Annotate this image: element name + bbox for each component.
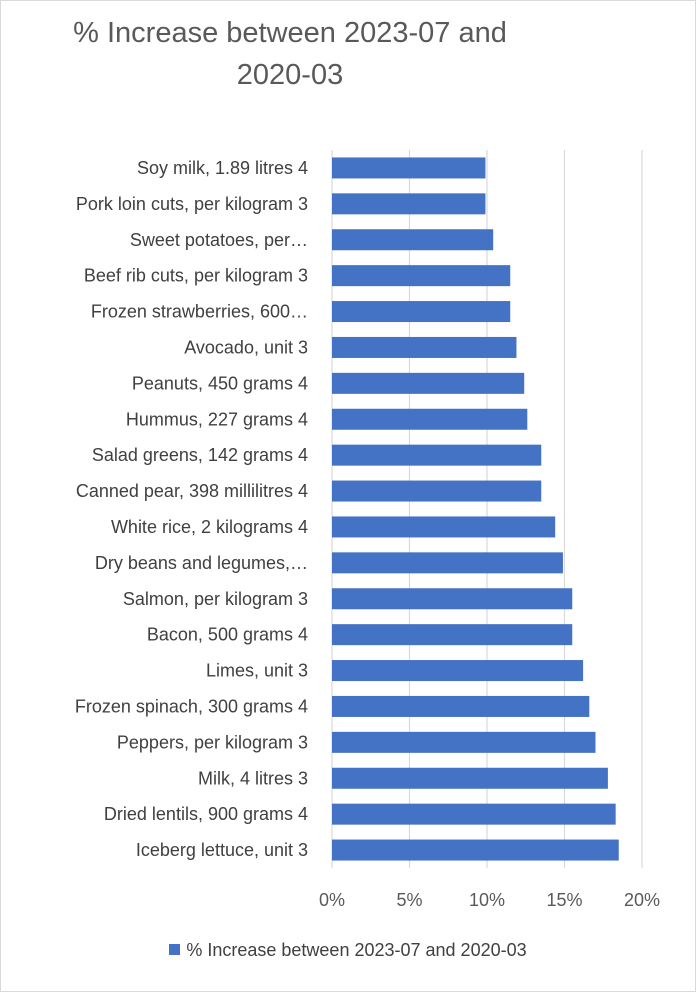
chart-title-text: % Increase between 2023-07 and (73, 17, 507, 49)
category-label: Dried lentils, 900 grams 4 (104, 804, 308, 824)
bar (332, 660, 584, 682)
x-tick-label: 0% (319, 890, 345, 910)
bar (332, 480, 542, 502)
x-tick-label: 20% (624, 890, 660, 910)
bar (332, 444, 542, 466)
x-tick-label: 5% (396, 890, 422, 910)
x-tick-label: 10% (469, 890, 505, 910)
bar (332, 767, 608, 789)
category-label: Salmon, per kilogram 3 (123, 589, 308, 609)
category-label: Pork loin cuts, per kilogram 3 (76, 194, 308, 214)
x-tick-label: 15% (546, 890, 582, 910)
bar (332, 336, 517, 358)
category-label: Iceberg lettuce, unit 3 (136, 840, 308, 860)
bar (332, 229, 494, 251)
category-label: White rice, 2 kilograms 4 (111, 517, 308, 537)
category-label: Avocado, unit 3 (184, 337, 308, 357)
category-label: Beef rib cuts, per kilogram 3 (84, 266, 308, 286)
category-label: Peanuts, 450 grams 4 (132, 373, 308, 393)
bar (332, 193, 486, 215)
bar (332, 265, 511, 287)
bar (332, 516, 556, 538)
category-label: Limes, unit 3 (206, 661, 308, 681)
bar (332, 372, 525, 394)
category-label: Sweet potatoes, per… (130, 230, 308, 250)
legend-label: % Increase between 2023-07 and 2020-03 (186, 940, 527, 960)
bar (332, 408, 528, 430)
bar (332, 839, 619, 861)
bar (332, 624, 573, 646)
chart-title-line2: 2020-03 (236, 59, 344, 91)
category-label: Frozen strawberries, 600… (91, 302, 308, 322)
bar (332, 552, 563, 574)
category-label: Dry beans and legumes,… (95, 553, 308, 573)
category-label: Frozen spinach, 300 grams 4 (75, 696, 308, 716)
category-label: Bacon, 500 grams 4 (147, 625, 308, 645)
bar (332, 301, 511, 323)
category-label: Peppers, per kilogram 3 (117, 732, 308, 752)
category-label: Hummus, 227 grams 4 (126, 409, 308, 429)
category-label: Soy milk, 1.89 litres 4 (137, 158, 308, 178)
category-label: Salad greens, 142 grams 4 (92, 445, 308, 465)
category-label: Milk, 4 litres 3 (198, 768, 308, 788)
bar (332, 803, 616, 825)
bar (332, 731, 596, 753)
legend: % Increase between 2023-07 and 2020-03 (0, 940, 696, 961)
bar (332, 157, 486, 179)
bar (332, 695, 590, 717)
chart-title: % Increase between 2023-07 and 2020-03 (10, 12, 570, 96)
bar (332, 588, 573, 610)
category-label: Canned pear, 398 millilitres 4 (76, 481, 308, 501)
legend-swatch (169, 944, 181, 955)
